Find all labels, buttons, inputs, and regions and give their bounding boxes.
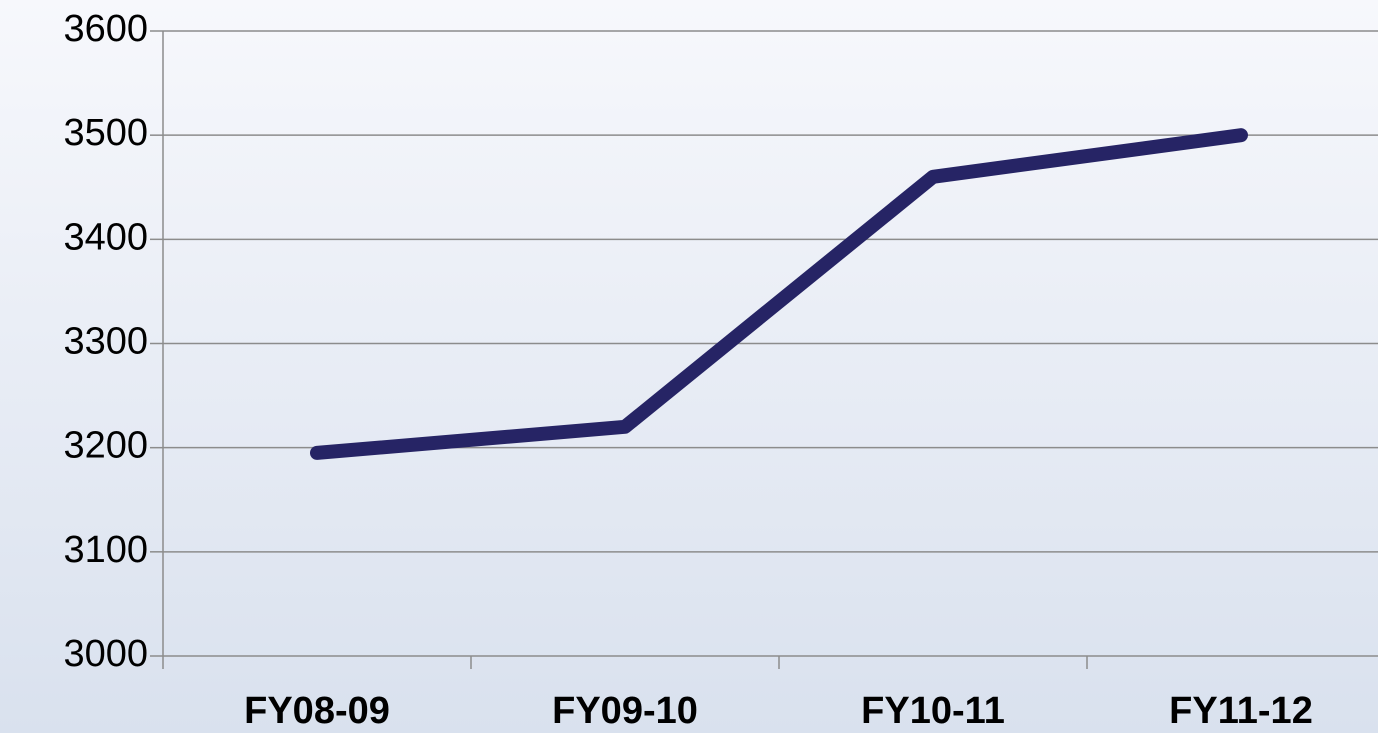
y-tick-label: 3300 (63, 321, 148, 363)
y-tick-label: 3000 (63, 633, 148, 675)
y-tick-label: 3600 (63, 8, 148, 50)
x-tick-label: FY11-12 (1169, 690, 1313, 732)
data-line (310, 128, 1248, 460)
y-tick-label: 3500 (63, 112, 148, 154)
y-tick-label: 3100 (63, 529, 148, 571)
y-tick-label: 3200 (63, 425, 148, 467)
x-tick-label: FY10-11 (861, 690, 1005, 732)
y-tick-label: 3400 (63, 216, 148, 258)
x-tick-label: FY09-10 (552, 690, 698, 732)
x-tick-label: FY08-09 (244, 690, 390, 732)
